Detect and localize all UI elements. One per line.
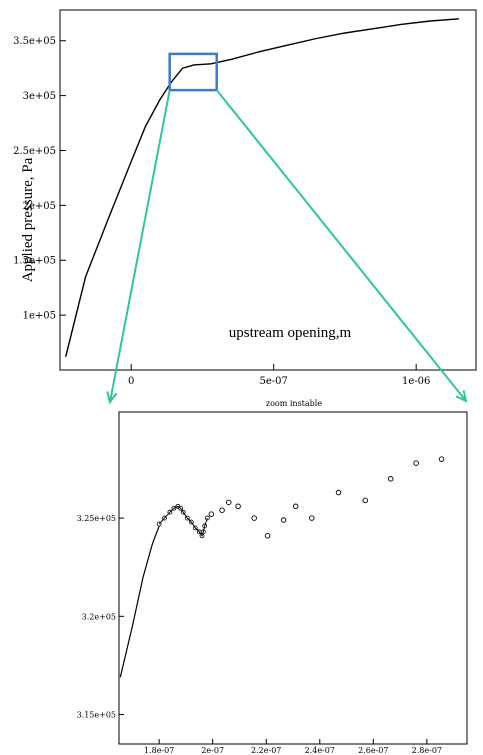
zoom-point-10	[362, 497, 369, 504]
zoom-dense-point-2	[167, 509, 173, 515]
bottom-x-tick-label-2: 2.2e-07	[251, 746, 281, 755]
zoom-point-13	[438, 456, 445, 462]
top-x-tick-label-2: 1e-06	[402, 376, 430, 387]
zoom-box	[168, 52, 218, 92]
zoom-point-6	[280, 517, 287, 523]
zoom-arrow-right	[215, 89, 467, 402]
zoom-arrow-right-head	[455, 390, 468, 403]
zoom-point-4	[251, 515, 257, 521]
bottom-y-tick-label-0: 3.15e+05	[77, 711, 116, 720]
pressure-curve	[65, 18, 459, 357]
zoom-point-8	[308, 515, 315, 521]
zoom-point-12	[413, 460, 419, 466]
zoom-dense-point-13	[202, 523, 208, 529]
zoom-dense-point-14	[204, 515, 210, 521]
zoom-dense-point-0	[156, 521, 162, 527]
top-y-axis: 1e+05 1.5e+05 2e+05 2.5e+05 3e+05 3.5e+05	[13, 36, 66, 322]
zoom-point-3	[235, 503, 241, 510]
zoom-dense-point-1	[162, 515, 167, 521]
zoom-point-2	[226, 499, 232, 506]
bottom-x-tick-label-5: 2.8e-07	[412, 746, 442, 755]
bottom-x-tick-label-3: 2.4e-07	[305, 746, 335, 755]
bottom-x-axis: 1.8e-07 2e-07 2.2e-07 2.4e-07 2.6e-07 2.8e-07	[144, 739, 442, 755]
zoom-dense-point-9	[192, 525, 198, 531]
upstream-opening-annotation: upstream opening,m	[229, 325, 352, 341]
zoom-point-7	[292, 503, 299, 510]
zoom-dense-point-6	[180, 509, 186, 515]
zoom-dense-point-5	[178, 505, 183, 511]
zoom-arrow-left	[109, 89, 171, 403]
bottom-series	[119, 456, 445, 678]
top-plot-frame	[59, 9, 477, 371]
top-y-tick-label-3: 2.5e+05	[13, 146, 56, 157]
zoom-arrow-left-head	[106, 391, 118, 405]
zoom-dense-point-3	[171, 505, 177, 511]
zoom-point-11	[387, 476, 394, 482]
top-y-tick-label-4: 3e+05	[23, 91, 56, 102]
zoom-point-0	[208, 511, 215, 517]
zoom-point-5	[264, 533, 271, 539]
zoom-point-1	[219, 507, 225, 513]
zoom-dense-line	[158, 505, 208, 537]
top-y-tick-label-1: 1.5e+05	[13, 256, 56, 267]
bottom-chart: zoom instable 3.15e+05 3.2e+05 3.25e+05 1.…	[77, 399, 468, 755]
zoom-dense-point-8	[188, 519, 194, 525]
bottom-y-axis: 3.15e+05 3.2e+05 3.25e+05	[77, 514, 124, 720]
bottom-plot-frame	[118, 411, 468, 745]
bottom-x-tick-label-0: 1.8e-07	[144, 746, 174, 755]
top-series	[65, 18, 459, 357]
zoom-point-9	[335, 489, 342, 496]
top-y-tick-label-5: 3.5e+05	[13, 36, 56, 47]
zoom-dense-point-7	[184, 515, 190, 521]
top-x-axis: 0 5e-07 1e-06	[128, 364, 430, 387]
top-x-tick-label-0: 0	[128, 376, 134, 387]
bottom-x-tick-label-1: 2e-07	[201, 746, 224, 755]
bottom-y-tick-label-1: 3.2e+05	[82, 612, 116, 621]
zoom-arrows	[106, 89, 468, 405]
top-x-tick-label-1: 5e-07	[260, 376, 288, 387]
top-chart: 1e+05 1.5e+05 2e+05 2.5e+05 3e+05 3.5e+05 0 5e…	[13, 9, 477, 405]
zoom-rising-line	[119, 525, 160, 678]
bottom-y-tick-label-2: 3.25e+05	[77, 514, 116, 523]
top-y-tick-label-2: 2e+05	[23, 201, 56, 212]
zoom-dense-point-12	[200, 529, 206, 535]
bottom-x-tick-label-4: 2.6e-07	[358, 746, 388, 755]
top-y-axis-label: Applied pressure, Pa	[20, 157, 36, 282]
top-y-tick-label-0: 1e+05	[23, 311, 56, 322]
bottom-chart-title: zoom instable	[266, 399, 322, 408]
